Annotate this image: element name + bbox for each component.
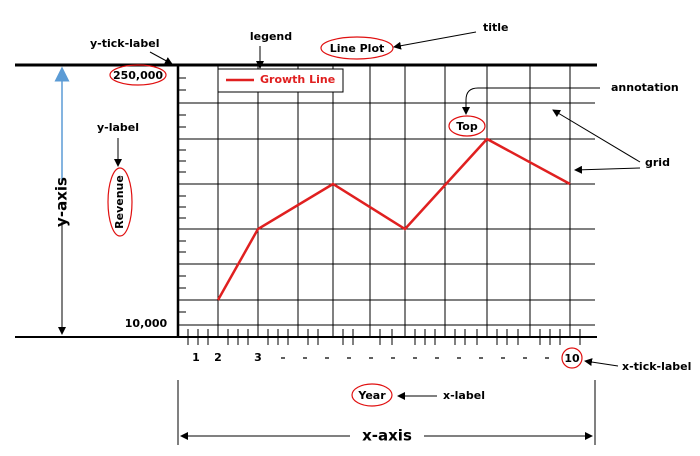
callout-x-tick-label: x-tick-label (622, 360, 691, 373)
callout-legend: legend (250, 30, 292, 43)
annotation: Top (456, 120, 478, 133)
x-tick-label: 2 (214, 351, 222, 364)
chart-title: Line Plot (330, 42, 385, 55)
x-tick-label: 1 (192, 351, 200, 364)
legend-label: Growth Line (260, 73, 335, 86)
y-tick-label: 10,000 (125, 317, 168, 330)
callout-y-label: y-label (97, 121, 139, 134)
callout-annotation: annotation (611, 81, 679, 94)
callout-grid: grid (645, 156, 670, 169)
grid (178, 65, 595, 337)
callout-x-label: x-label (443, 389, 485, 402)
y-tick-label: 250,000 (113, 69, 163, 82)
x-label: Year (357, 389, 386, 402)
y-label: Revenue (113, 175, 126, 229)
x-tick-label: 3 (254, 351, 262, 364)
callout-y-axis: y-axis (53, 177, 71, 227)
callout-title: title (483, 21, 509, 34)
legend: Growth Line (217, 68, 344, 93)
x-tick-label: 10 (564, 352, 580, 365)
callout-y-tick-label: y-tick-label (90, 37, 159, 50)
callout-x-axis: x-axis (362, 427, 412, 445)
axes (15, 63, 597, 345)
plot-line (216, 137, 571, 301)
